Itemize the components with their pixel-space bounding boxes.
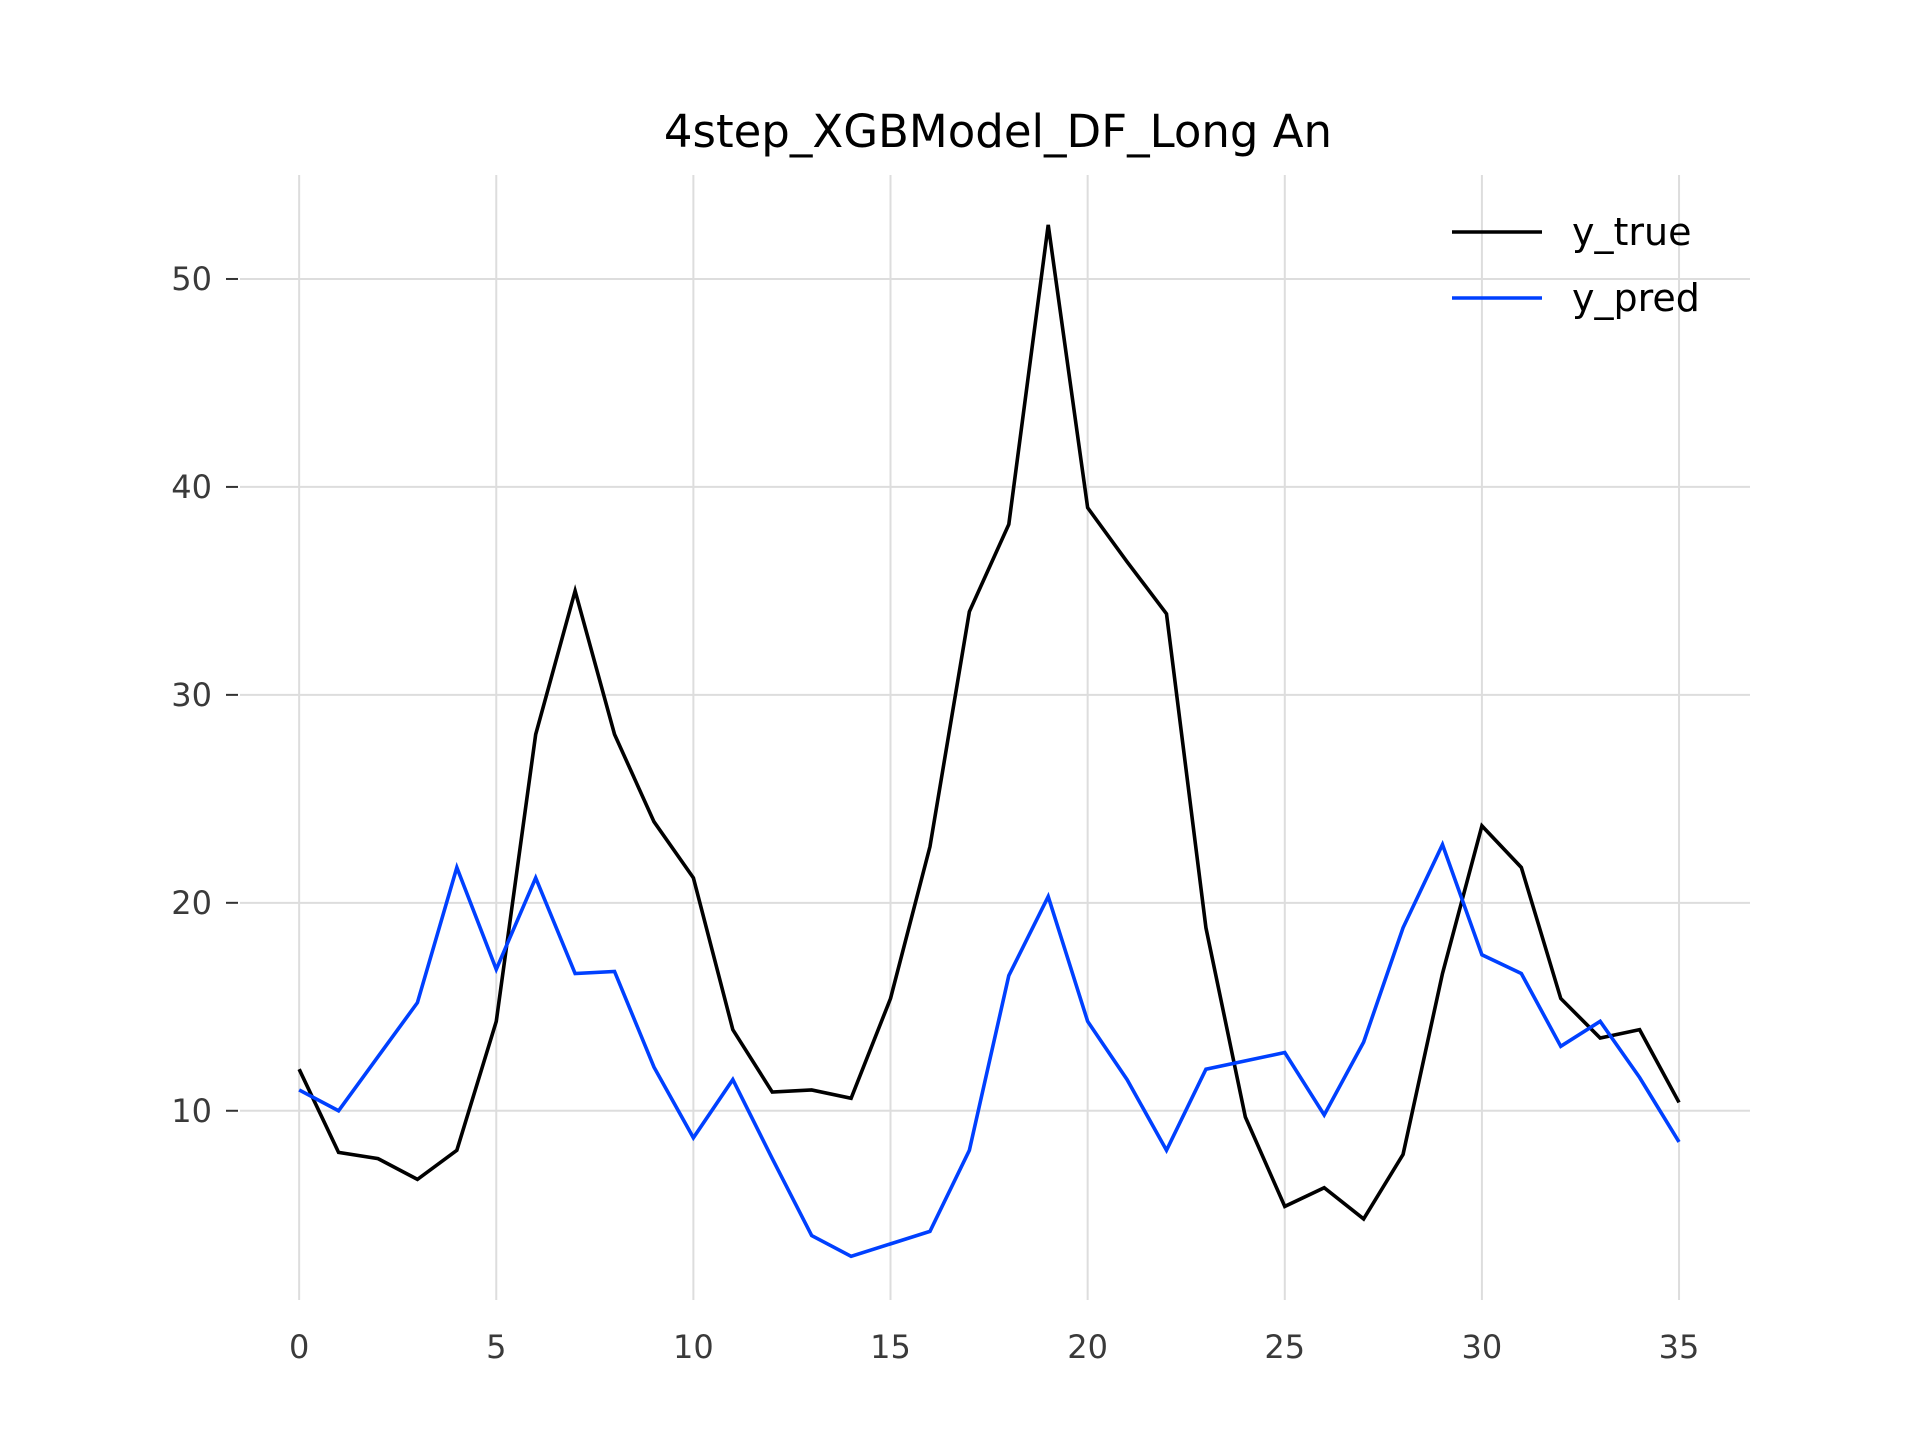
x-tick-label: 0 [289,1328,309,1366]
chart-title: 4step_XGBModel_DF_Long An [664,105,1332,158]
legend: y_true y_pred [1452,210,1700,320]
x-tick-label: 15 [870,1328,911,1366]
x-tick-label: 10 [673,1328,714,1366]
y-tick-label: 20 [171,884,212,922]
y-axis: 10 20 30 40 50 [171,260,238,1130]
legend-label-y-true: y_true [1572,210,1691,254]
x-axis: 0 5 10 15 20 25 30 35 [289,1328,1699,1366]
series-lines [297,224,1681,1259]
series-line-y-pred [298,839,1681,1259]
x-tick-label: 5 [486,1328,506,1366]
y-tick-label: 10 [171,1092,212,1130]
y-tick-label: 40 [171,468,212,506]
grid-lines [240,175,1750,1300]
series-line-y-true [297,224,1681,1222]
x-tick-label: 20 [1067,1328,1108,1366]
y-tick-label: 50 [171,260,212,298]
y-tick-label: 30 [171,676,212,714]
legend-label-y-pred: y_pred [1572,276,1700,320]
x-tick-label: 35 [1659,1328,1700,1366]
x-tick-label: 30 [1462,1328,1503,1366]
x-tick-label: 25 [1264,1328,1305,1366]
